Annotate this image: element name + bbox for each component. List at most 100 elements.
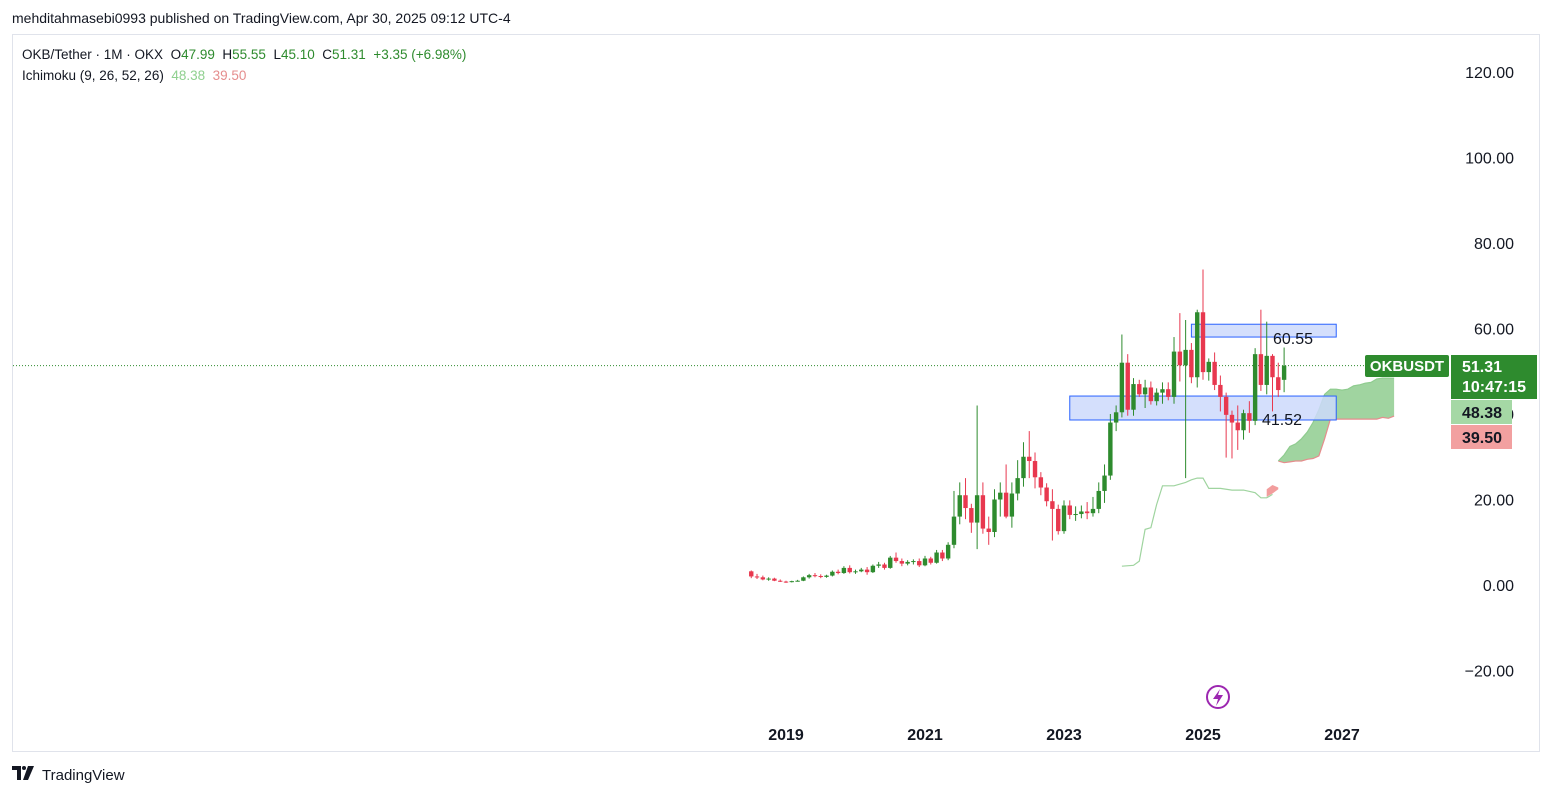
candle — [1096, 482, 1101, 514]
candle — [801, 576, 806, 582]
candle-body — [1032, 461, 1038, 478]
indicator-span-a: 48.38 — [171, 68, 206, 83]
candle — [760, 575, 766, 581]
candle — [1125, 354, 1130, 416]
low-value: 45.10 — [280, 47, 315, 62]
last-price-tag: 51.31 10:47:15 — [1451, 355, 1537, 399]
candle-body — [969, 508, 974, 523]
cloud-bull-area — [1278, 378, 1395, 463]
candle-body — [783, 581, 789, 583]
candle — [1229, 410, 1235, 459]
candle — [1212, 352, 1217, 391]
candle-body — [882, 564, 887, 568]
candle-body — [1050, 501, 1055, 509]
candle — [1131, 378, 1136, 416]
candle — [789, 580, 794, 583]
candle-body — [1079, 511, 1084, 515]
candle-body — [870, 565, 876, 573]
candle-body — [859, 569, 864, 572]
candle-body — [1252, 354, 1258, 421]
candle — [1166, 382, 1171, 401]
chart-frame[interactable] — [12, 34, 1540, 752]
candle-body — [812, 575, 818, 577]
candle — [957, 482, 962, 525]
candle — [812, 573, 818, 578]
candle — [1073, 506, 1078, 521]
candle-body — [998, 492, 1003, 500]
candle — [870, 564, 876, 574]
span-b-text: 39.50 — [1462, 430, 1502, 447]
candle-body — [963, 495, 968, 509]
candle — [1195, 309, 1200, 388]
candle-body — [818, 576, 823, 578]
symbol-row[interactable]: OKB/Tether · 1M · OKX O47.99 H55.55 L45.… — [22, 44, 466, 65]
candle — [940, 549, 945, 562]
span-a-line — [1277, 377, 1395, 462]
indicator-name: Ichimoku (9, 26, 52, 26) — [22, 68, 164, 83]
candle-body — [1148, 387, 1154, 402]
candle-body — [1044, 487, 1049, 502]
candle — [1206, 358, 1211, 381]
candle-body — [940, 552, 945, 559]
candle-body — [754, 576, 760, 578]
candle-body — [864, 569, 870, 573]
candle-body — [1084, 511, 1090, 514]
close-label: C — [322, 47, 333, 62]
candle-body — [1281, 365, 1287, 380]
candle — [864, 567, 870, 575]
candle-body — [957, 495, 962, 517]
candle-body — [974, 495, 980, 523]
candle — [1038, 472, 1044, 496]
candle-body — [1229, 414, 1235, 423]
candle — [1027, 431, 1032, 479]
candle — [1218, 375, 1223, 412]
candle-body — [951, 516, 957, 545]
candle — [911, 559, 916, 565]
candle — [1247, 401, 1252, 433]
candle — [1177, 313, 1183, 382]
candle-body — [1137, 384, 1142, 395]
indicator-row[interactable]: Ichimoku (9, 26, 52, 26) 48.38 39.50 — [22, 65, 466, 86]
cloud-bear-area — [1266, 485, 1279, 497]
candle-body — [934, 552, 939, 563]
candle — [899, 558, 905, 567]
candle-body — [899, 561, 905, 564]
candle — [945, 542, 951, 561]
candle-body — [1177, 351, 1183, 366]
candle-body — [1154, 392, 1159, 402]
candle — [1113, 405, 1119, 432]
candle — [992, 489, 997, 538]
candle — [1160, 382, 1165, 404]
candle — [830, 570, 835, 577]
candle-body — [847, 567, 852, 573]
candle — [893, 552, 899, 563]
candle — [922, 555, 928, 567]
footer-brand[interactable]: TradingView — [12, 766, 125, 785]
candle-body — [1218, 384, 1223, 397]
candle-body — [1021, 456, 1026, 479]
candle-body — [1264, 355, 1269, 385]
candle-body — [795, 580, 800, 582]
candle-body — [1003, 492, 1009, 517]
candle — [1084, 502, 1090, 520]
candle — [963, 478, 968, 520]
change-value: +3.35 (+6.98%) — [373, 47, 467, 62]
span-b-tag: 39.50 — [1451, 425, 1512, 449]
close-value: 51.31 — [332, 47, 366, 62]
candle — [1183, 319, 1188, 479]
candles — [749, 269, 1287, 583]
candle-body — [1247, 413, 1252, 421]
candle-body — [1067, 505, 1072, 515]
upper-zone-label: 60.55 — [1273, 331, 1313, 348]
candle — [824, 574, 829, 578]
candle — [998, 482, 1003, 517]
candle — [1015, 460, 1020, 501]
symbol-tag: OKBUSDT — [1365, 355, 1449, 377]
lightning-icon[interactable] — [1206, 685, 1230, 709]
high-label: H — [222, 47, 233, 62]
y-tick-label: 100.00 — [1465, 151, 1514, 168]
open-label: O — [170, 47, 182, 62]
x-tick-label: 2021 — [907, 727, 943, 744]
candle — [1171, 337, 1177, 404]
